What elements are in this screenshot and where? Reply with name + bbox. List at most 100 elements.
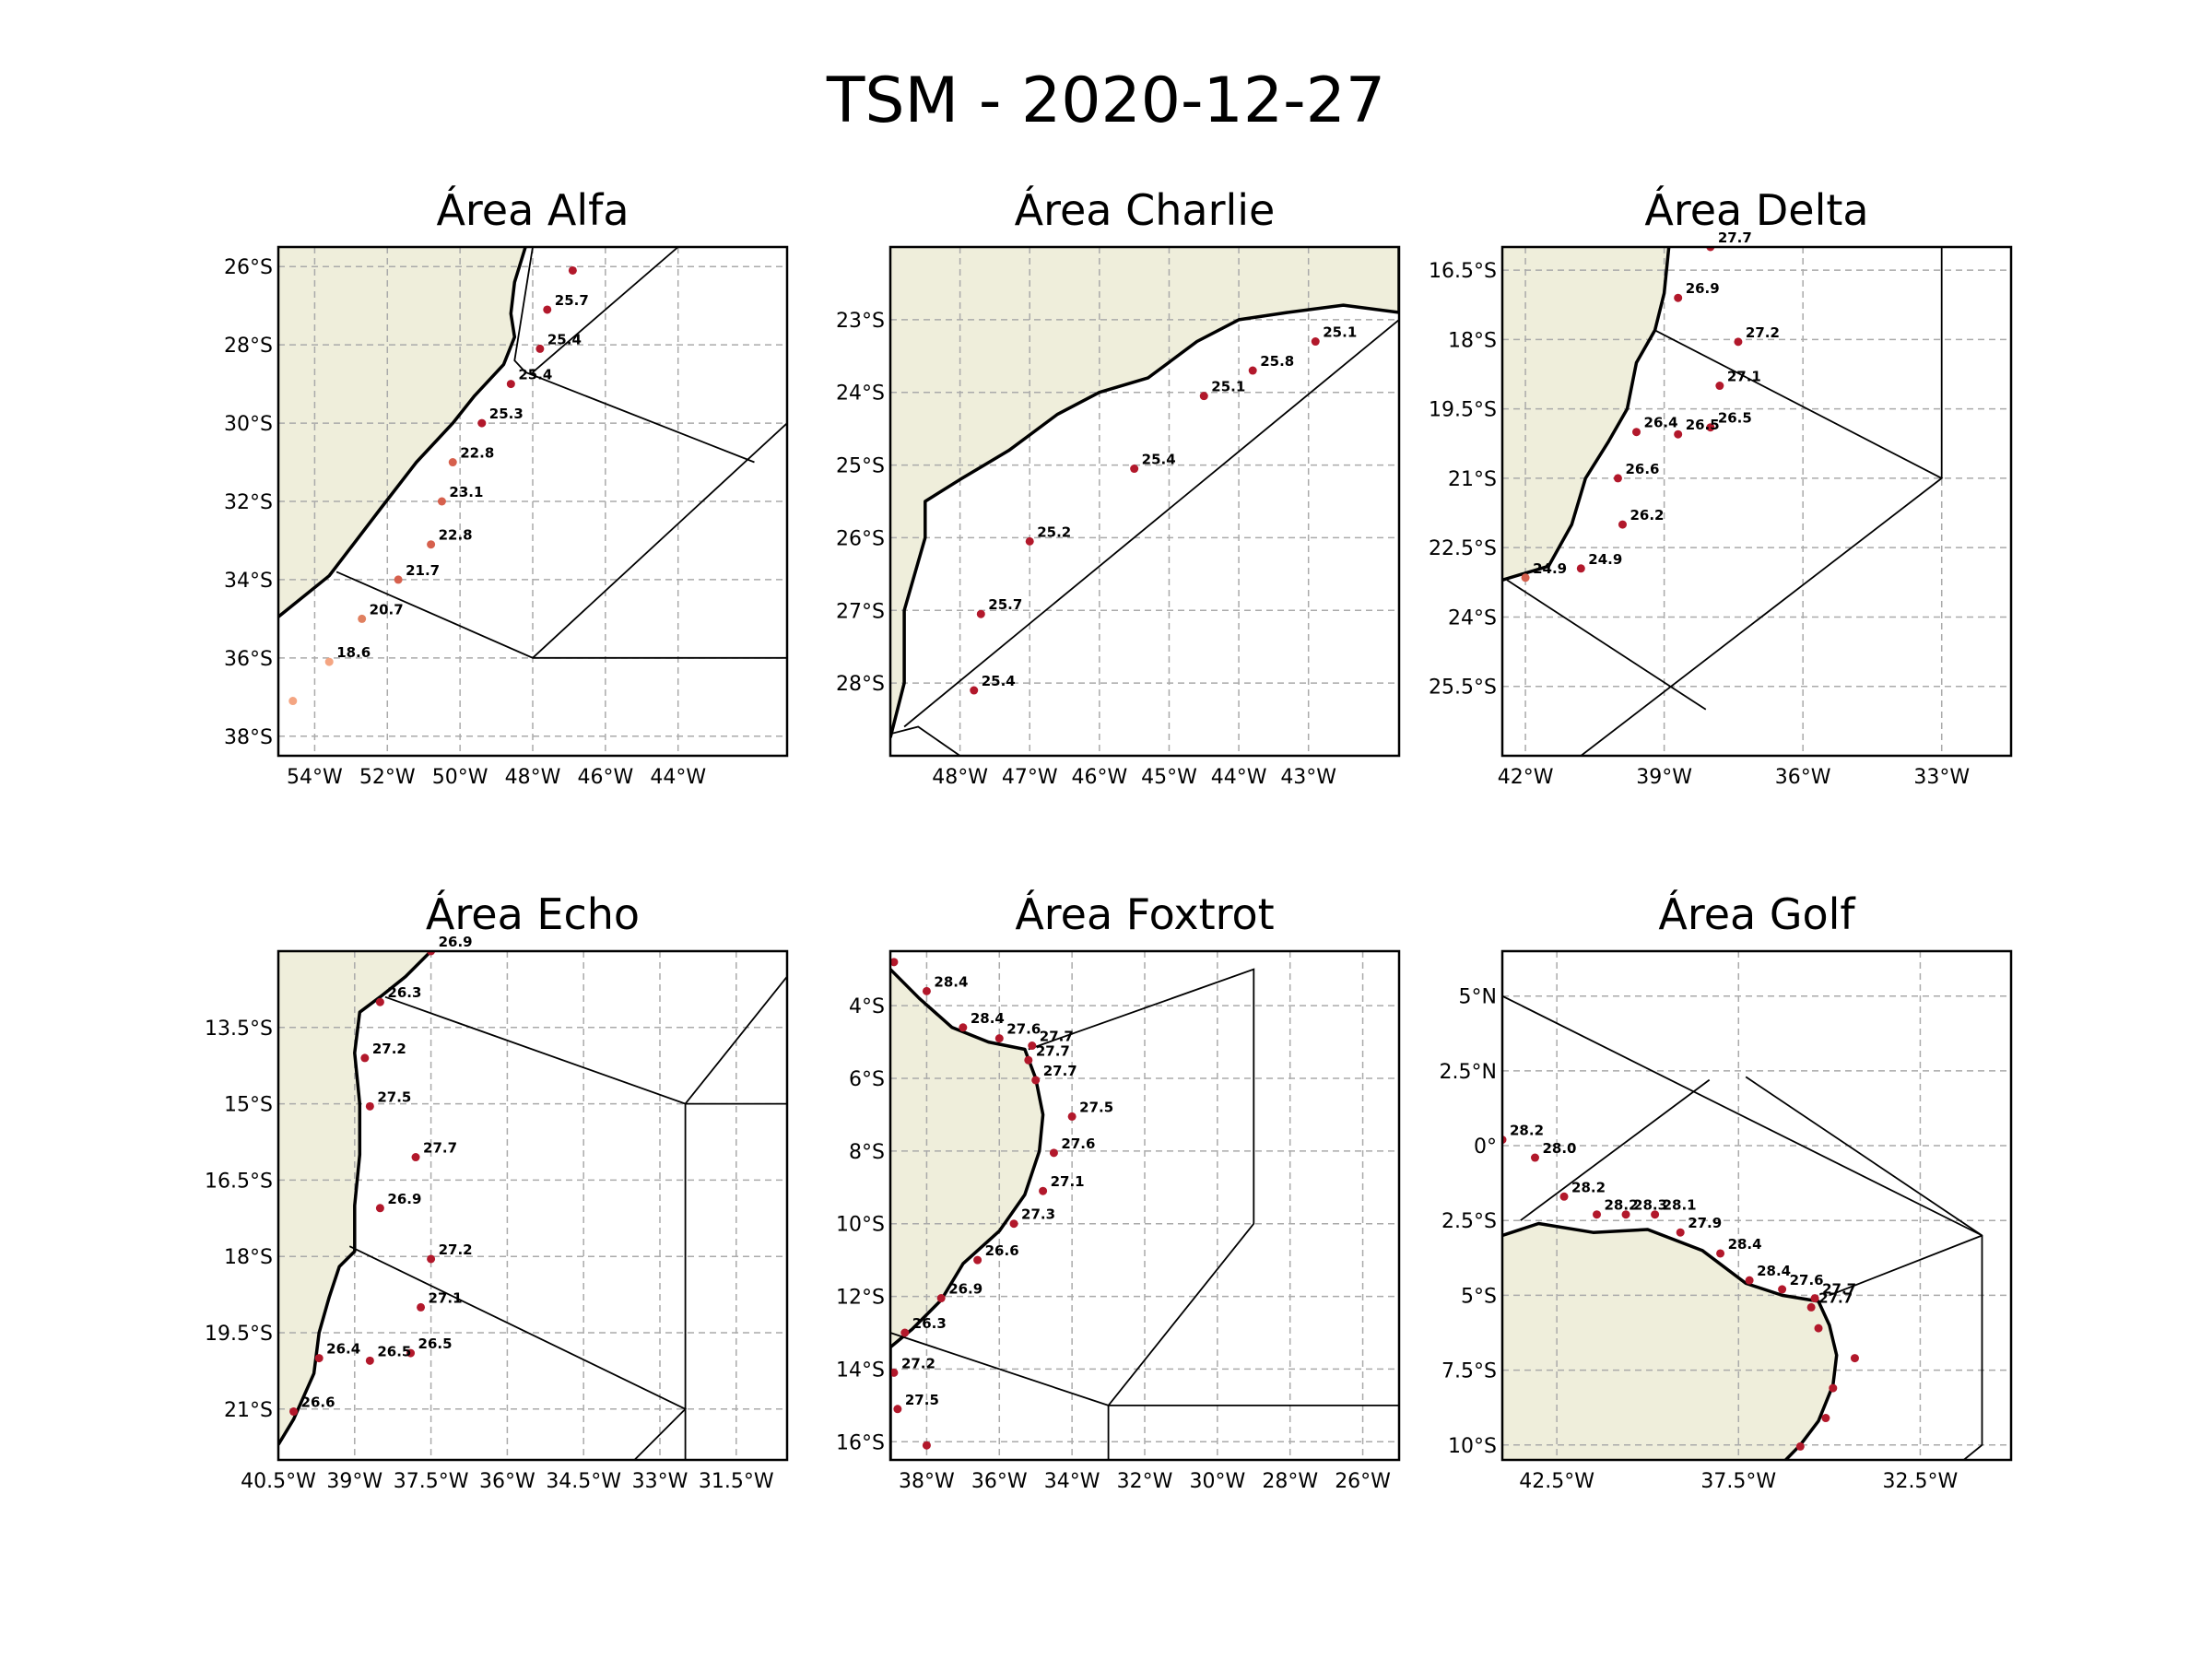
map-panel-charlie: 25.1 25.8 25.1 25.4 25.2 25.7 25.4 Área Charlie… bbox=[836, 185, 1401, 789]
lon-tick-label: 32.5°W bbox=[1883, 1470, 1959, 1493]
sst-point bbox=[1632, 428, 1641, 437]
lon-tick-label: 42°W bbox=[1498, 766, 1554, 789]
sst-point bbox=[1706, 423, 1715, 432]
sst-point-label: 27.1 bbox=[429, 1289, 463, 1306]
sst-point-label: 25.4 bbox=[547, 331, 582, 347]
area-boundary-line bbox=[903, 319, 1399, 728]
coastline bbox=[1502, 247, 1671, 582]
area-boundary-line bbox=[348, 1245, 688, 1460]
sst-point bbox=[1621, 1210, 1630, 1219]
area-boundary-line bbox=[1745, 1076, 1983, 1237]
sst-point bbox=[427, 1254, 436, 1264]
lat-tick-label: 21°S bbox=[1448, 468, 1497, 491]
map-panel-echo: 26.9 26.3 27.2 27.5 27.7 26.9 27.2 27.1 26.4 26.5… bbox=[205, 889, 789, 1493]
sst-point bbox=[890, 958, 899, 967]
lat-tick-label: 36°S bbox=[224, 648, 273, 671]
lat-tick-label: 25°S bbox=[836, 455, 885, 478]
lon-tick-label: 34°W bbox=[1044, 1470, 1100, 1493]
map-frame bbox=[276, 245, 789, 758]
sst-point-label: 22.8 bbox=[460, 445, 494, 462]
lon-tick-label: 37.5°W bbox=[394, 1470, 469, 1493]
lon-tick-label: 48°W bbox=[932, 766, 988, 789]
sst-point bbox=[1025, 536, 1034, 546]
area-boundary-line bbox=[1520, 1078, 1711, 1221]
sst-point bbox=[1821, 1414, 1830, 1423]
map-title: Área Echo bbox=[426, 889, 640, 939]
map-title: Área Charlie bbox=[1015, 185, 1276, 235]
sst-point bbox=[543, 305, 552, 314]
sst-point bbox=[394, 575, 403, 584]
lon-tick-label: 36°W bbox=[1775, 766, 1831, 789]
sst-point bbox=[1009, 1219, 1018, 1229]
sst-point-label: 27.6 bbox=[1790, 1272, 1824, 1288]
map-title: Área Delta bbox=[1644, 185, 1868, 235]
sst-point bbox=[900, 1328, 910, 1337]
lon-tick-label: 33°W bbox=[1913, 766, 1970, 789]
sst-point bbox=[1031, 1076, 1041, 1085]
sst-point bbox=[360, 1053, 370, 1063]
sst-point-label: 22.8 bbox=[439, 527, 473, 544]
sst-point-label: 23.1 bbox=[449, 484, 483, 500]
sst-point bbox=[568, 265, 577, 275]
sst-point-label: 25.1 bbox=[1211, 379, 1245, 395]
sst-point-label: 28.0 bbox=[1542, 1140, 1576, 1157]
sst-point-label: 27.7 bbox=[1822, 1281, 1856, 1298]
lat-tick-label: 34°S bbox=[224, 570, 273, 593]
lat-tick-label: 7.5°S bbox=[1441, 1360, 1497, 1383]
lat-tick-label: 4°S bbox=[849, 995, 885, 1018]
lon-tick-label: 47°W bbox=[1002, 766, 1058, 789]
sst-point bbox=[973, 1255, 982, 1265]
sst-point-label: 27.7 bbox=[1040, 1029, 1074, 1045]
sst-point bbox=[1613, 474, 1622, 483]
land-area bbox=[1502, 247, 1669, 581]
sst-point-label: 25.4 bbox=[982, 673, 1016, 689]
sst-point-label: 27.2 bbox=[901, 1355, 935, 1371]
sst-point bbox=[1850, 1354, 1859, 1363]
sst-point-label: 21.7 bbox=[406, 562, 440, 579]
lat-tick-label: 21°S bbox=[224, 1399, 273, 1422]
lat-tick-label: 28°S bbox=[224, 335, 273, 358]
sst-point bbox=[437, 497, 446, 506]
lat-tick-label: 24°S bbox=[1448, 606, 1497, 629]
lat-tick-label: 26°S bbox=[836, 527, 885, 550]
sst-point bbox=[411, 1153, 420, 1162]
sst-point-label: 25.3 bbox=[489, 406, 524, 422]
area-boundary-line bbox=[890, 725, 961, 756]
lon-tick-label: 50°W bbox=[432, 766, 488, 789]
sst-point-label: 27.5 bbox=[905, 1392, 939, 1408]
sst-point bbox=[1576, 564, 1585, 573]
sst-point-label: 25.4 bbox=[518, 367, 552, 383]
lat-tick-label: 10°S bbox=[836, 1214, 885, 1237]
sst-point-label: 26.2 bbox=[1630, 507, 1664, 524]
lat-tick-label: 14°S bbox=[836, 1359, 885, 1382]
sst-point bbox=[1778, 1285, 1787, 1294]
sst-point bbox=[922, 986, 931, 995]
sst-point bbox=[1676, 1228, 1685, 1237]
sst-point bbox=[1810, 1294, 1819, 1303]
sst-point bbox=[1829, 1383, 1838, 1393]
sst-point-label: 28.2 bbox=[1605, 1197, 1639, 1214]
sst-point-label: 26.5 bbox=[377, 1343, 411, 1359]
area-boundary-line bbox=[1502, 994, 1983, 1460]
sst-point-label: 26.5 bbox=[1686, 417, 1720, 433]
sst-point-label: 26.4 bbox=[1644, 415, 1678, 431]
lon-tick-label: 52°W bbox=[359, 766, 416, 789]
sst-point-label: 24.9 bbox=[1533, 560, 1567, 577]
sst-point-label: 26.3 bbox=[387, 984, 421, 1001]
coastline bbox=[890, 247, 1399, 738]
sst-point bbox=[976, 609, 985, 618]
sst-point bbox=[535, 344, 545, 353]
sst-point bbox=[994, 1034, 1004, 1043]
sst-point bbox=[365, 1356, 374, 1365]
lon-tick-label: 44°W bbox=[650, 766, 706, 789]
sst-point-label: 28.2 bbox=[1571, 1179, 1606, 1195]
sst-point bbox=[365, 1101, 374, 1111]
sst-point bbox=[1593, 1210, 1602, 1219]
land-area bbox=[890, 247, 1399, 738]
sst-point-label: 27.1 bbox=[1051, 1173, 1085, 1190]
sst-point-label: 28.4 bbox=[1757, 1263, 1791, 1279]
sst-point-label: 26.4 bbox=[326, 1341, 360, 1358]
sst-point-label: 27.6 bbox=[1061, 1135, 1095, 1152]
sst-point-label: 24.9 bbox=[1588, 551, 1622, 568]
